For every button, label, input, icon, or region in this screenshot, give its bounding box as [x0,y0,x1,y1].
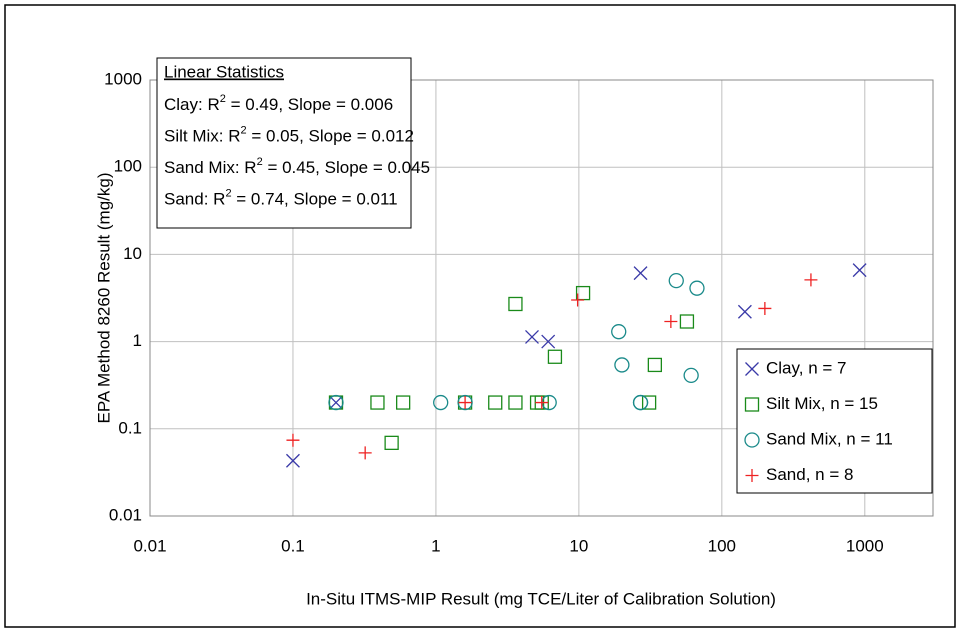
y-tick-label: 0.01 [109,505,142,524]
data-point [384,435,399,451]
annotation-text: Clay: R [164,95,220,114]
data-point [285,453,300,468]
y-tick-label: 100 [114,157,142,176]
annotation-text: Sand: R [164,190,225,209]
annotation-text: Silt Mix: R [164,127,241,146]
data-point [611,324,627,340]
y-tick-label: 0.1 [118,418,142,437]
data-point [488,395,503,410]
legend-marker [744,432,760,448]
x-axis-label: In-Situ ITMS-MIP Result (mg TCE/Liter of… [306,589,776,608]
data-point [541,334,556,349]
annotation-line: Sand Mix: R2 = 0.45, Slope = 0.045 [164,156,430,178]
annotation-text: = 0.74, Slope = 0.011 [232,190,398,209]
data-point [683,367,699,384]
data-point [804,273,818,287]
annotation-superscript: 2 [241,124,247,136]
annotation-text: = 0.45, Slope = 0.045 [263,158,430,177]
legend-marker [745,469,759,482]
data-point [329,395,343,410]
y-tick-label: 10 [123,244,142,263]
data-point [668,272,684,289]
annotation-text: Sand Mix: R [164,158,257,177]
legend-label: Silt Mix, n = 15 [766,394,878,413]
data-point [547,349,563,364]
data-point [633,266,648,281]
annotation-line: Clay: R2 = 0.49, Slope = 0.006 [164,93,393,115]
data-point [433,394,449,411]
x-tick-label: 10 [569,536,588,555]
data-point [458,396,472,410]
legend-label: Sand Mix, n = 11 [766,429,893,448]
data-point [647,357,663,373]
annotation-superscript: 2 [225,187,231,199]
data-point [758,301,772,315]
annotation-superscript: 2 [220,93,226,105]
data-point [286,433,300,447]
data-point [737,304,752,319]
data-point [571,293,585,307]
x-tick-label: 100 [708,536,736,555]
x-tick-label: 0.01 [133,536,166,555]
annotation-line: Sand: R2 = 0.74, Slope = 0.011 [164,187,398,209]
annotation-text: = 0.49, Slope = 0.006 [226,95,393,114]
legend-box [736,348,933,494]
data-point [641,395,657,410]
annotation-text: = 0.05, Slope = 0.012 [247,127,414,146]
legend-marker [744,397,760,412]
data-point [852,263,867,278]
y-tick-label: 1000 [104,69,142,88]
data-point [457,394,473,411]
data-point [358,446,372,460]
data-point [396,395,411,410]
annotation-line: Silt Mix: R2 = 0.05, Slope = 0.012 [164,124,414,146]
data-point [689,280,705,296]
x-tick-label: 0.1 [281,536,305,555]
data-point [632,394,649,411]
data-point [508,395,523,410]
data-point [679,314,695,329]
data-point [328,394,344,411]
data-point [664,315,678,329]
annotation-box [156,57,412,229]
x-tick-label: 1 [431,536,440,555]
annotation-superscript: 2 [257,156,263,168]
y-tick-label: 1 [133,331,142,350]
plot-border [149,79,934,517]
data-point [508,296,523,312]
legend-marker [745,362,759,376]
data-point [535,396,549,410]
data-point [614,357,630,373]
x-tick-label: 1000 [846,536,884,555]
legend-label: Clay, n = 7 [766,358,846,377]
annotation-title: Linear Statistics [164,62,284,81]
data-point [525,330,539,344]
legend-label: Sand, n = 8 [766,465,853,484]
data-point [370,395,385,410]
y-axis-label: EPA Method 8260 Result (mg/kg) [94,172,113,423]
